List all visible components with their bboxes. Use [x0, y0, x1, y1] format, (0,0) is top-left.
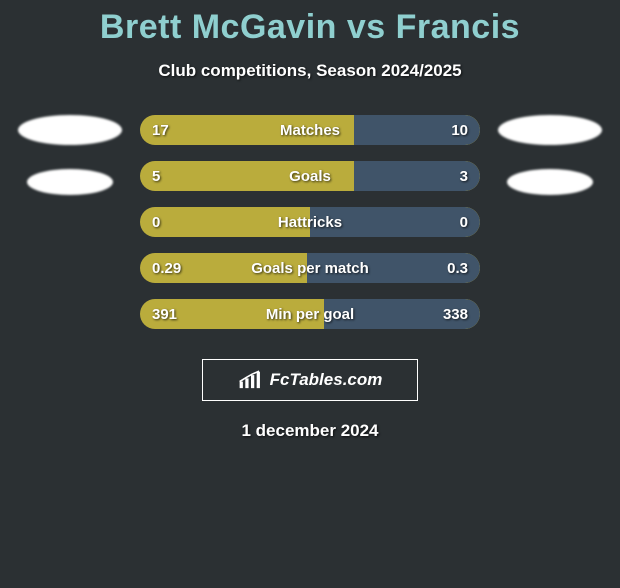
stat-left-value: 5	[152, 161, 160, 191]
stat-bar-matches: 1710Matches	[140, 115, 480, 145]
stat-left-value: 17	[152, 115, 169, 145]
chart-icon	[238, 370, 264, 390]
ellipse-right-1	[498, 115, 602, 145]
stat-bar-hattricks: 00Hattricks	[140, 207, 480, 237]
page-title: Brett McGavin vs Francis	[0, 8, 620, 47]
date-label: 1 december 2024	[0, 421, 620, 441]
ellipse-left-1	[18, 115, 122, 145]
comparison-chart: 1710Matches53Goals00Hattricks0.290.3Goal…	[0, 115, 620, 329]
ellipse-right-2	[507, 169, 593, 195]
brand-text: FcTables.com	[270, 370, 383, 390]
stat-right-value: 10	[451, 115, 468, 145]
stat-bar-right-fill	[310, 207, 480, 237]
stat-bars: 1710Matches53Goals00Hattricks0.290.3Goal…	[140, 115, 480, 329]
stat-bar-min-per-goal: 391338Min per goal	[140, 299, 480, 329]
right-player-graphic	[490, 115, 610, 329]
stat-left-value: 0	[152, 207, 160, 237]
stat-left-value: 391	[152, 299, 177, 329]
subtitle: Club competitions, Season 2024/2025	[0, 61, 620, 81]
stat-right-value: 338	[443, 299, 468, 329]
stat-right-value: 0.3	[447, 253, 468, 283]
stat-right-value: 3	[460, 161, 468, 191]
brand-badge[interactable]: FcTables.com	[202, 359, 418, 401]
stat-bar-goals-per-match: 0.290.3Goals per match	[140, 253, 480, 283]
stat-bar-goals: 53Goals	[140, 161, 480, 191]
ellipse-left-2	[27, 169, 113, 195]
stat-left-value: 0.29	[152, 253, 181, 283]
stat-right-value: 0	[460, 207, 468, 237]
left-player-graphic	[10, 115, 130, 329]
